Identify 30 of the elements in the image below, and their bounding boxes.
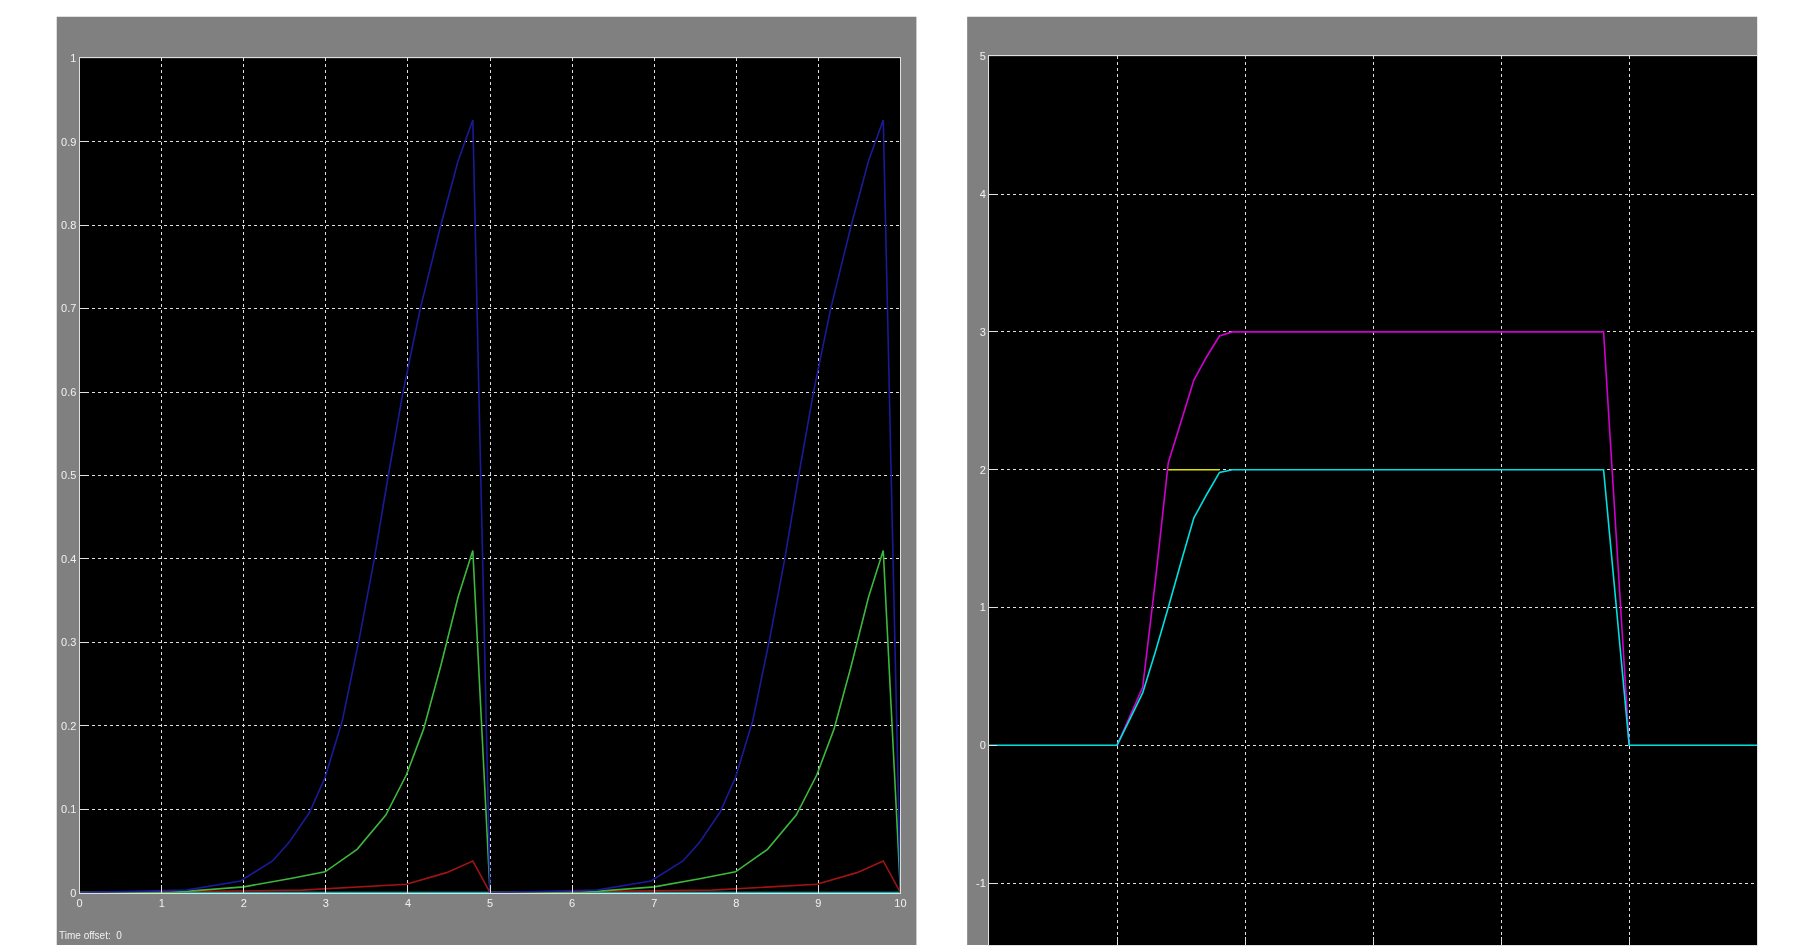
x-tick-label: 8 (733, 896, 740, 909)
x-tick-label: 1 (158, 896, 165, 909)
y-tick-label: 5 (979, 50, 986, 63)
line-series (989, 468, 1758, 747)
y-tick-label: 0 (70, 886, 77, 899)
y-tick-label: 1 (70, 52, 77, 65)
y-tick-label: 0.5 (61, 469, 77, 482)
y-tick-label: 0.2 (61, 719, 77, 732)
y-tick-label: 3 (979, 325, 986, 338)
x-tick-label: 7 (651, 896, 658, 909)
x-tick-label: 3 (322, 896, 329, 909)
y-tick-label: 0.9 (61, 135, 77, 148)
y-tick-label: 0.1 (61, 803, 77, 816)
x-tick-label: 4 (404, 896, 412, 909)
y-tick-label: 1 (979, 601, 986, 614)
text: Time offset: 0 (59, 930, 123, 941)
x-tick-label: 9 (815, 896, 822, 909)
y-tick-label: 0 (979, 739, 986, 752)
x-tick-label: 10 (894, 896, 907, 909)
y-tick-label: 0.6 (61, 385, 77, 398)
y-tick-label: 0.8 (61, 219, 77, 232)
y-tick-label: 0.7 (61, 302, 77, 315)
x-tick-label: 5 (486, 896, 494, 909)
x-tick-label: 2 (240, 896, 247, 909)
y-tick-label: 0.4 (61, 552, 77, 565)
x-tick-label: 6 (569, 896, 576, 909)
y-tick-label: -1 (976, 876, 986, 889)
y-tick-label: 2 (979, 463, 986, 476)
y-tick-label: 4 (979, 187, 986, 200)
y-tick-label: 0.3 (61, 636, 77, 649)
